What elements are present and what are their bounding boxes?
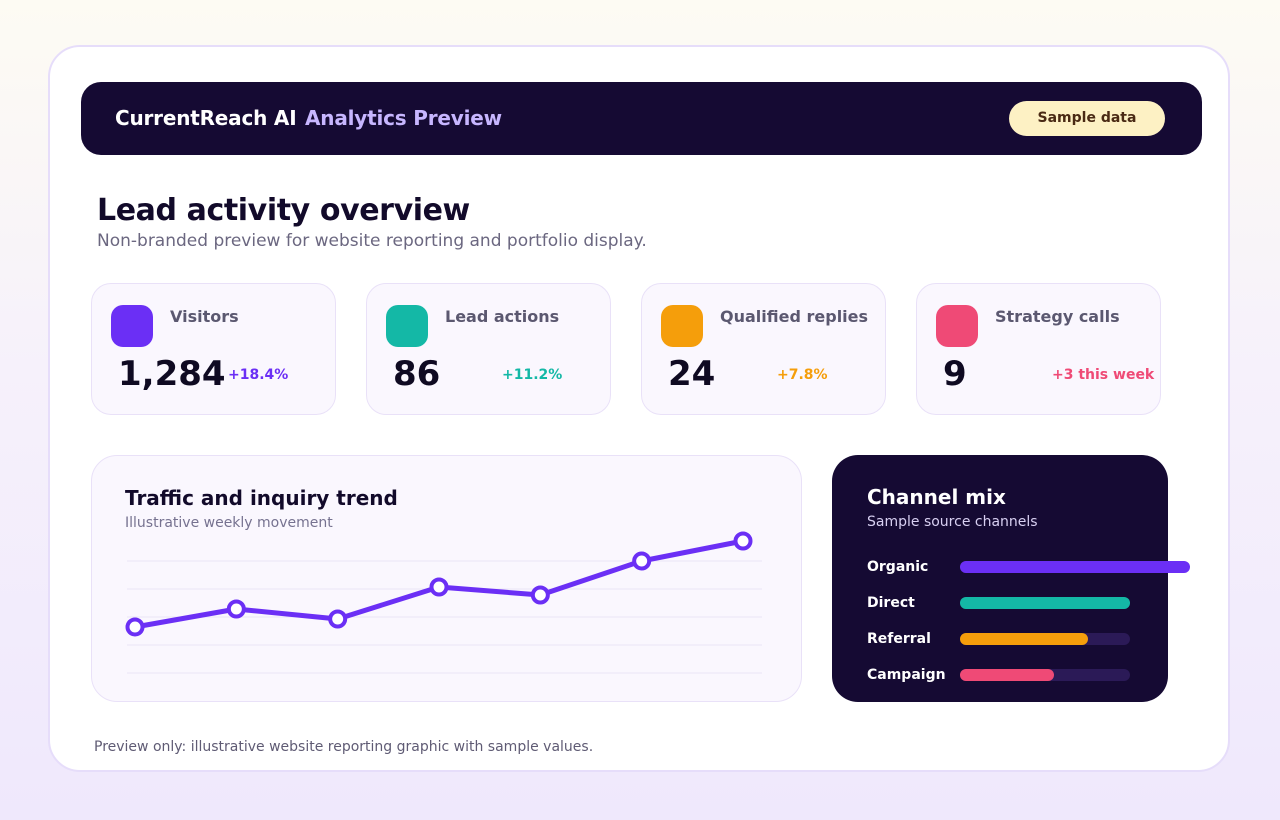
channel-mix-subtitle: Sample source channels: [867, 514, 1038, 530]
channel-mix-title: Channel mix: [867, 485, 1006, 509]
dashboard-card: CurrentReach AI Analytics Preview Sample…: [48, 45, 1230, 772]
channel-bar-fill: [960, 669, 1054, 681]
trend-data-point: [429, 577, 449, 597]
kpi-value: 9: [943, 354, 967, 394]
trend-subtitle: Illustrative weekly movement: [125, 515, 333, 531]
trend-line-chart: [125, 531, 762, 674]
kpi-label: Visitors: [170, 307, 239, 326]
kpi-label: Qualified replies: [720, 307, 869, 326]
kpi-card-visitors: Visitors 1,284 +18.4%: [91, 283, 336, 415]
channel-mix-panel: Channel mix Sample source channels Organ…: [832, 455, 1190, 702]
trend-data-point: [125, 617, 145, 637]
strategy-calls-icon: [936, 305, 978, 347]
kpi-delta: +18.4%: [228, 367, 289, 383]
channel-row: Organic: [867, 557, 1197, 577]
kpi-delta: +3 this week: [1052, 367, 1155, 383]
trend-chart-panel: Traffic and inquiry trend Illustrative w…: [91, 455, 802, 702]
trend-title: Traffic and inquiry trend: [125, 486, 398, 510]
kpi-delta: +11.2%: [502, 367, 563, 383]
header-subtitle: Analytics Preview: [305, 106, 502, 130]
channel-bar-track: [960, 669, 1130, 681]
footer-note: Preview only: illustrative website repor…: [94, 739, 594, 755]
channel-bar-fill: [960, 633, 1088, 645]
visitors-icon: [111, 305, 153, 347]
channel-label: Direct: [867, 595, 915, 611]
kpi-delta: +7.8%: [777, 367, 828, 383]
trend-data-point: [328, 609, 348, 629]
brand-name: CurrentReach AI: [115, 106, 297, 130]
page-subtitle: Non-branded preview for website reportin…: [97, 231, 647, 251]
kpi-value: 1,284: [118, 354, 226, 394]
sample-data-badge: Sample data: [1009, 101, 1165, 136]
trend-data-point: [733, 531, 753, 551]
channel-row: Direct: [867, 593, 1197, 613]
trend-data-point: [226, 599, 246, 619]
kpi-card-qualified-replies: Qualified replies 24 +7.8%: [641, 283, 886, 415]
kpi-value: 24: [668, 354, 716, 394]
kpi-label: Strategy calls: [995, 307, 1120, 326]
lead-actions-icon: [386, 305, 428, 347]
channel-bar-track: [960, 597, 1130, 609]
page-title: Lead activity overview: [97, 193, 470, 228]
channel-row: Referral: [867, 629, 1197, 649]
kpi-card-strategy-calls: Strategy calls 9 +3 this week: [916, 283, 1161, 415]
kpi-value: 86: [393, 354, 441, 394]
channel-bar-fill: [960, 561, 1190, 573]
trend-data-point: [632, 551, 652, 571]
channel-bar-track: [960, 633, 1130, 645]
channel-bar-track: [960, 561, 1190, 573]
kpi-label: Lead actions: [445, 307, 560, 326]
trend-data-point: [530, 585, 550, 605]
channel-label: Campaign: [867, 667, 946, 683]
channel-label: Organic: [867, 559, 929, 575]
channel-bar-fill: [960, 597, 1130, 609]
channel-label: Referral: [867, 631, 931, 647]
qualified-replies-icon: [661, 305, 703, 347]
kpi-card-lead-actions: Lead actions 86 +11.2%: [366, 283, 611, 415]
channel-row: Campaign: [867, 665, 1197, 685]
header-bar: CurrentReach AI Analytics Preview Sample…: [81, 82, 1202, 155]
